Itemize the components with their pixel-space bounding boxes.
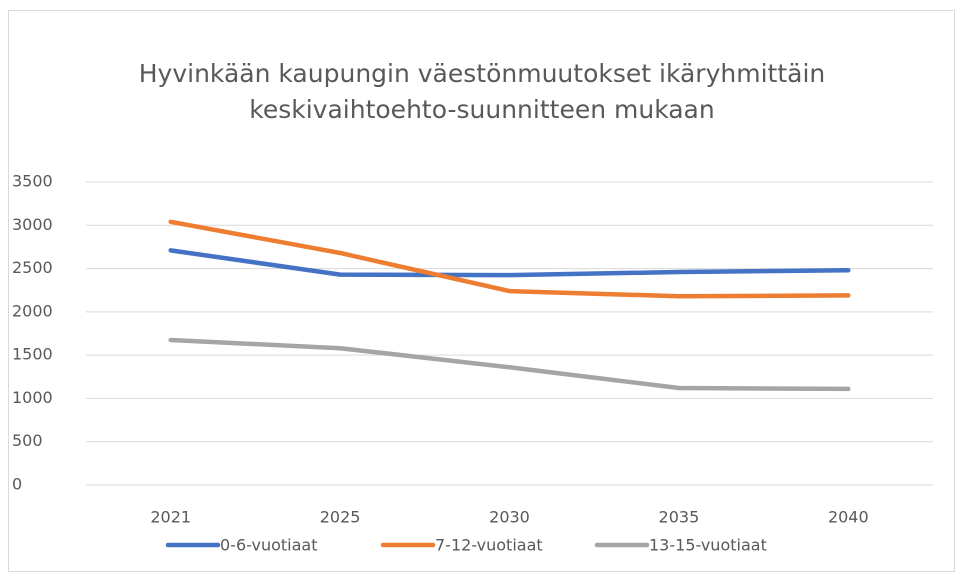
x-tick-label: 2021: [150, 508, 191, 527]
y-tick-label: 3500: [12, 172, 53, 191]
x-tick-label: 2035: [659, 508, 700, 527]
y-tick-label: 500: [12, 431, 43, 450]
series-line: [168, 248, 851, 278]
x-tick-label: 2030: [489, 508, 530, 527]
x-tick-label: 2040: [828, 508, 869, 527]
chart-title: Hyvinkään kaupungin väestönmuutokset ikä…: [139, 59, 826, 88]
y-tick-label: 1500: [12, 345, 53, 364]
y-tick-label: 0: [12, 475, 22, 494]
chart-title: keskivaihtoehto-suunnitteen mukaan: [249, 95, 714, 124]
legend-label: 0-6-vuotiaat: [220, 536, 317, 555]
y-tick-label: 2500: [12, 258, 53, 277]
legend-label: 13-15-vuotiaat: [649, 536, 767, 555]
chart-border: [8, 10, 955, 572]
legend-label: 7-12-vuotiaat: [435, 536, 543, 555]
series-line: [168, 219, 851, 299]
x-tick-label: 2025: [320, 508, 361, 527]
y-tick-label: 1000: [12, 388, 53, 407]
y-tick-label: 3000: [12, 215, 53, 234]
y-tick-label: 2000: [12, 301, 53, 320]
series-line: [168, 337, 851, 392]
